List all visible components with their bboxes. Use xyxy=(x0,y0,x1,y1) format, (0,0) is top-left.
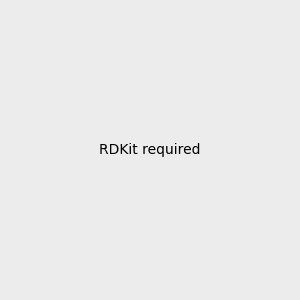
Text: RDKit required: RDKit required xyxy=(99,143,201,157)
